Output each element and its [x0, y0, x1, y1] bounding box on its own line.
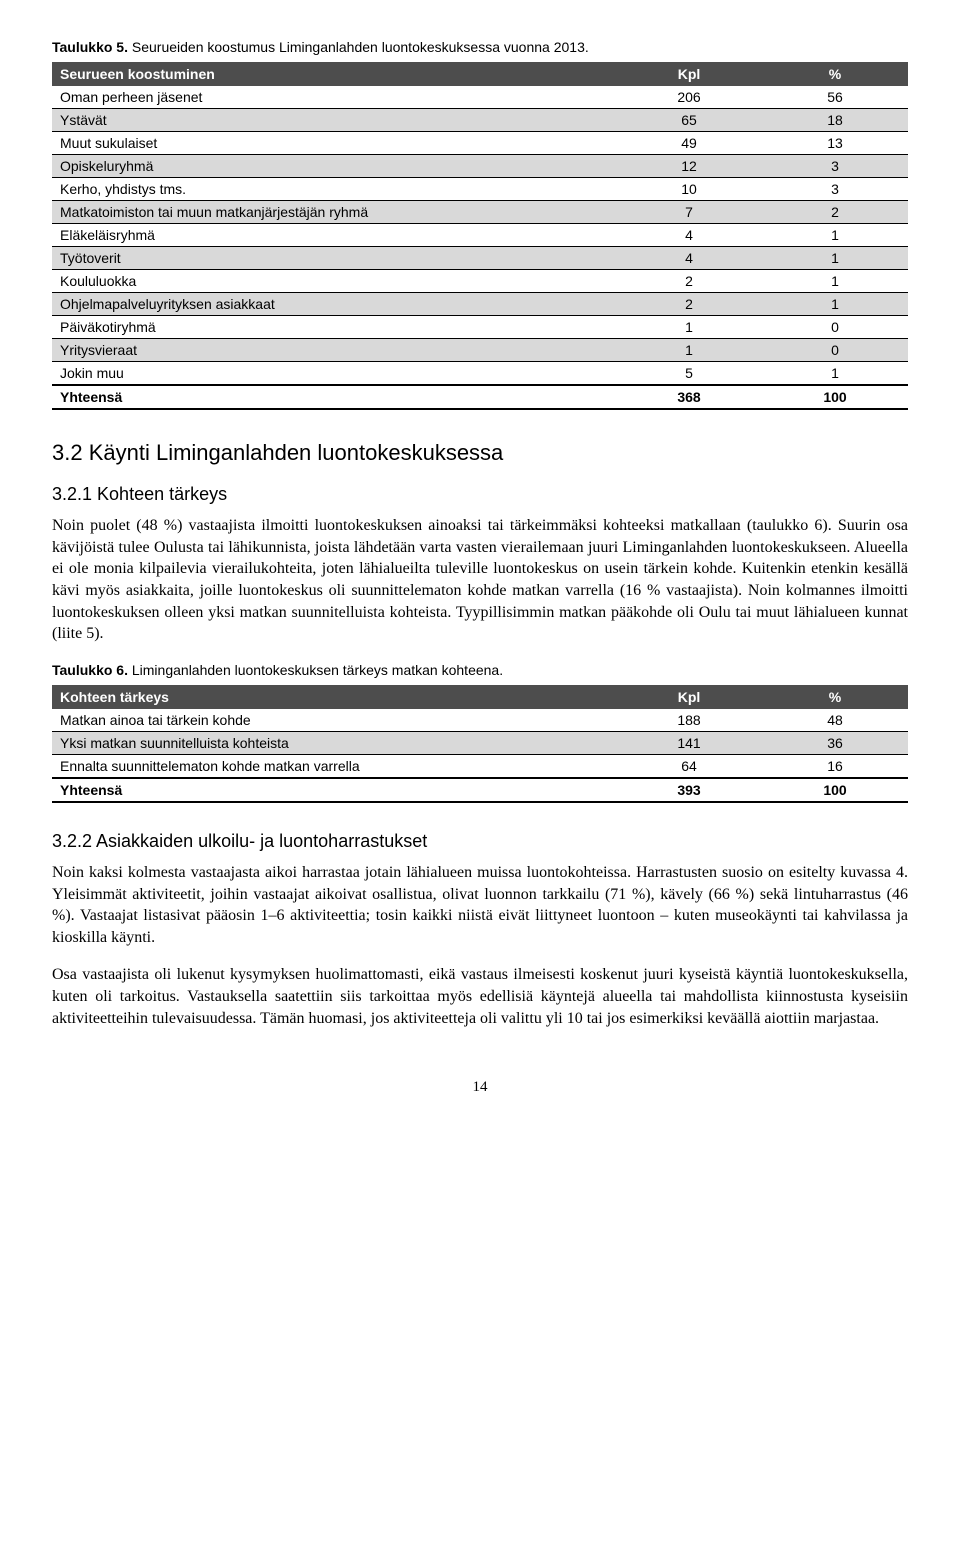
table6-total-label: Yhteensä [52, 778, 616, 802]
table6-header-pct: % [762, 685, 908, 709]
row-kpl: 2 [616, 270, 762, 293]
table-row: Ystävät6518 [52, 109, 908, 132]
row-kpl: 49 [616, 132, 762, 155]
table-row: Oman perheen jäsenet20656 [52, 86, 908, 109]
row-pct: 3 [762, 178, 908, 201]
row-pct: 1 [762, 270, 908, 293]
table-row: Muut sukulaiset4913 [52, 132, 908, 155]
section-3-2-2-heading: 3.2.2 Asiakkaiden ulkoilu- ja luontoharr… [52, 831, 908, 852]
page-number: 14 [52, 1079, 908, 1096]
table-row: Kerho, yhdistys tms.103 [52, 178, 908, 201]
row-label: Koululuokka [52, 270, 616, 293]
paragraph-1: Noin puolet (48 %) vastaajista ilmoitti … [52, 515, 908, 645]
table-row: Ennalta suunnittelematon kohde matkan va… [52, 754, 908, 778]
row-label: Kerho, yhdistys tms. [52, 178, 616, 201]
row-label: Matkatoimiston tai muun matkanjärjestäjä… [52, 201, 616, 224]
row-pct: 1 [762, 362, 908, 386]
table6-header-kpl: Kpl [616, 685, 762, 709]
row-kpl: 1 [616, 339, 762, 362]
row-pct: 0 [762, 316, 908, 339]
row-kpl: 4 [616, 224, 762, 247]
table6: Kohteen tärkeys Kpl % Matkan ainoa tai t… [52, 685, 908, 803]
row-kpl: 5 [616, 362, 762, 386]
table5: Seurueen koostuminen Kpl % Oman perheen … [52, 62, 908, 410]
row-pct: 48 [762, 709, 908, 732]
table5-total-label: Yhteensä [52, 385, 616, 409]
row-pct: 3 [762, 155, 908, 178]
row-pct: 1 [762, 224, 908, 247]
row-kpl: 4 [616, 247, 762, 270]
table6-caption: Taulukko 6. Liminganlahden luontokeskuks… [52, 661, 908, 679]
section-3-2-heading: 3.2 Käynti Liminganlahden luontokeskukse… [52, 440, 908, 466]
row-kpl: 65 [616, 109, 762, 132]
table6-header-row: Kohteen tärkeys Kpl % [52, 685, 908, 709]
table5-total-kpl: 368 [616, 385, 762, 409]
table-row: Matkan ainoa tai tärkein kohde18848 [52, 709, 908, 732]
table5-header-kpl: Kpl [616, 62, 762, 86]
table-row: Opiskeluryhmä123 [52, 155, 908, 178]
row-pct: 36 [762, 731, 908, 754]
row-kpl: 1 [616, 316, 762, 339]
row-label: Yksi matkan suunnitelluista kohteista [52, 731, 616, 754]
table-row: Eläkeläisryhmä41 [52, 224, 908, 247]
row-kpl: 141 [616, 731, 762, 754]
section-3-2-1-heading: 3.2.1 Kohteen tärkeys [52, 484, 908, 505]
row-label: Opiskeluryhmä [52, 155, 616, 178]
row-label: Yritysvieraat [52, 339, 616, 362]
row-label: Päiväkotiryhmä [52, 316, 616, 339]
row-kpl: 206 [616, 86, 762, 109]
table5-total-pct: 100 [762, 385, 908, 409]
row-kpl: 2 [616, 293, 762, 316]
table-row: Ohjelmapalveluyrityksen asiakkaat21 [52, 293, 908, 316]
row-label: Ennalta suunnittelematon kohde matkan va… [52, 754, 616, 778]
table5-header-row: Seurueen koostuminen Kpl % [52, 62, 908, 86]
table6-header-label: Kohteen tärkeys [52, 685, 616, 709]
row-pct: 1 [762, 247, 908, 270]
table6-total-row: Yhteensä 393 100 [52, 778, 908, 802]
row-label: Ohjelmapalveluyrityksen asiakkaat [52, 293, 616, 316]
row-label: Jokin muu [52, 362, 616, 386]
table5-header-pct: % [762, 62, 908, 86]
row-pct: 0 [762, 339, 908, 362]
table-row: Yksi matkan suunnitelluista kohteista141… [52, 731, 908, 754]
table5-total-row: Yhteensä 368 100 [52, 385, 908, 409]
row-kpl: 64 [616, 754, 762, 778]
table-row: Jokin muu51 [52, 362, 908, 386]
row-label: Matkan ainoa tai tärkein kohde [52, 709, 616, 732]
table5-caption-text: Seurueiden koostumus Liminganlahden luon… [128, 39, 589, 55]
row-pct: 56 [762, 86, 908, 109]
row-pct: 16 [762, 754, 908, 778]
row-kpl: 12 [616, 155, 762, 178]
table6-caption-bold: Taulukko 6. [52, 662, 128, 678]
table5-caption: Taulukko 5. Seurueiden koostumus Liminga… [52, 38, 908, 56]
row-label: Ystävät [52, 109, 616, 132]
row-kpl: 188 [616, 709, 762, 732]
row-pct: 2 [762, 201, 908, 224]
row-kpl: 10 [616, 178, 762, 201]
row-kpl: 7 [616, 201, 762, 224]
table-row: Koululuokka21 [52, 270, 908, 293]
row-label: Muut sukulaiset [52, 132, 616, 155]
paragraph-2: Noin kaksi kolmesta vastaajasta aikoi ha… [52, 862, 908, 948]
table6-caption-text: Liminganlahden luontokeskuksen tärkeys m… [128, 662, 503, 678]
table-row: Päiväkotiryhmä10 [52, 316, 908, 339]
table6-total-pct: 100 [762, 778, 908, 802]
row-label: Oman perheen jäsenet [52, 86, 616, 109]
row-pct: 13 [762, 132, 908, 155]
row-label: Eläkeläisryhmä [52, 224, 616, 247]
table5-caption-bold: Taulukko 5. [52, 39, 128, 55]
row-label: Työtoverit [52, 247, 616, 270]
paragraph-3: Osa vastaajista oli lukenut kysymyksen h… [52, 964, 908, 1029]
row-pct: 18 [762, 109, 908, 132]
table-row: Työtoverit41 [52, 247, 908, 270]
table6-total-kpl: 393 [616, 778, 762, 802]
table5-header-label: Seurueen koostuminen [52, 62, 616, 86]
row-pct: 1 [762, 293, 908, 316]
table-row: Matkatoimiston tai muun matkanjärjestäjä… [52, 201, 908, 224]
table-row: Yritysvieraat10 [52, 339, 908, 362]
